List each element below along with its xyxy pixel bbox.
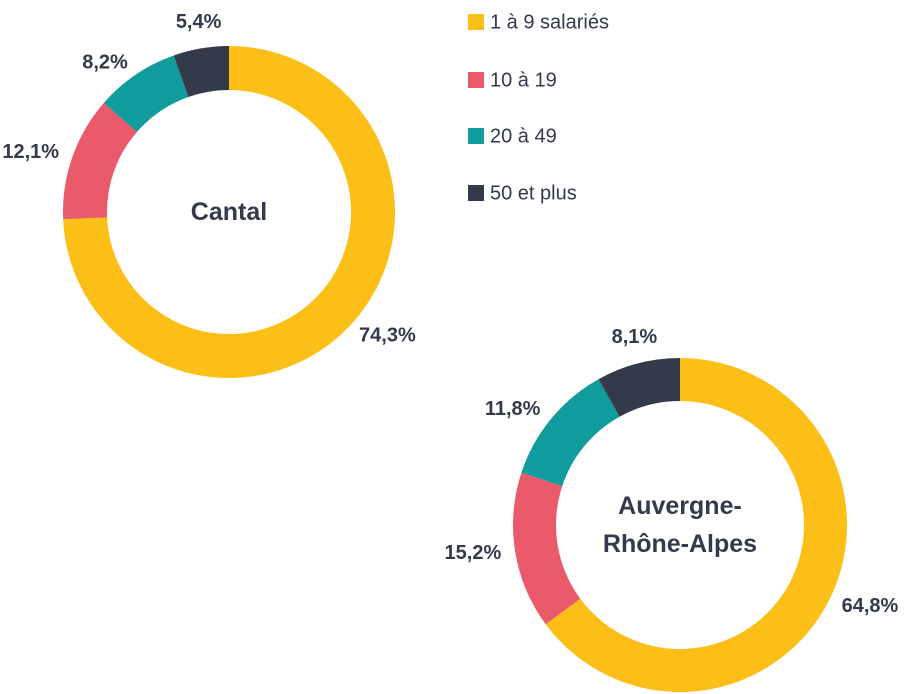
donut-segment (63, 103, 137, 220)
donut-segment (521, 379, 620, 487)
donut-segment (173, 46, 229, 97)
donut-title: Auvergne-Rhône-Alpes (602, 492, 758, 558)
data-label: 12,1% (2, 141, 59, 163)
legend-swatch (468, 72, 484, 88)
data-label: 15,2% (445, 542, 502, 564)
donut-segment (513, 472, 581, 625)
data-label: 8,1% (612, 326, 658, 348)
legend-swatch (468, 14, 484, 30)
donut-segment (103, 55, 189, 132)
legend-swatch (468, 128, 484, 144)
data-label: 8,2% (82, 51, 128, 73)
data-label: 11,8% (485, 398, 541, 420)
donut-title: Cantal (190, 198, 268, 226)
donut-segment (598, 358, 680, 417)
legend-label: 50 et plus (490, 182, 577, 204)
legend-label: 1 à 9 salariés (490, 11, 609, 33)
data-label: 64,8% (842, 595, 899, 617)
donut-segment (545, 358, 848, 692)
data-label: 74,3% (359, 325, 416, 347)
legend-label: 20 à 49 (490, 125, 557, 147)
data-label: 5,4% (176, 11, 222, 33)
legend-swatch (468, 185, 484, 201)
legend-label: 10 à 19 (490, 69, 557, 91)
